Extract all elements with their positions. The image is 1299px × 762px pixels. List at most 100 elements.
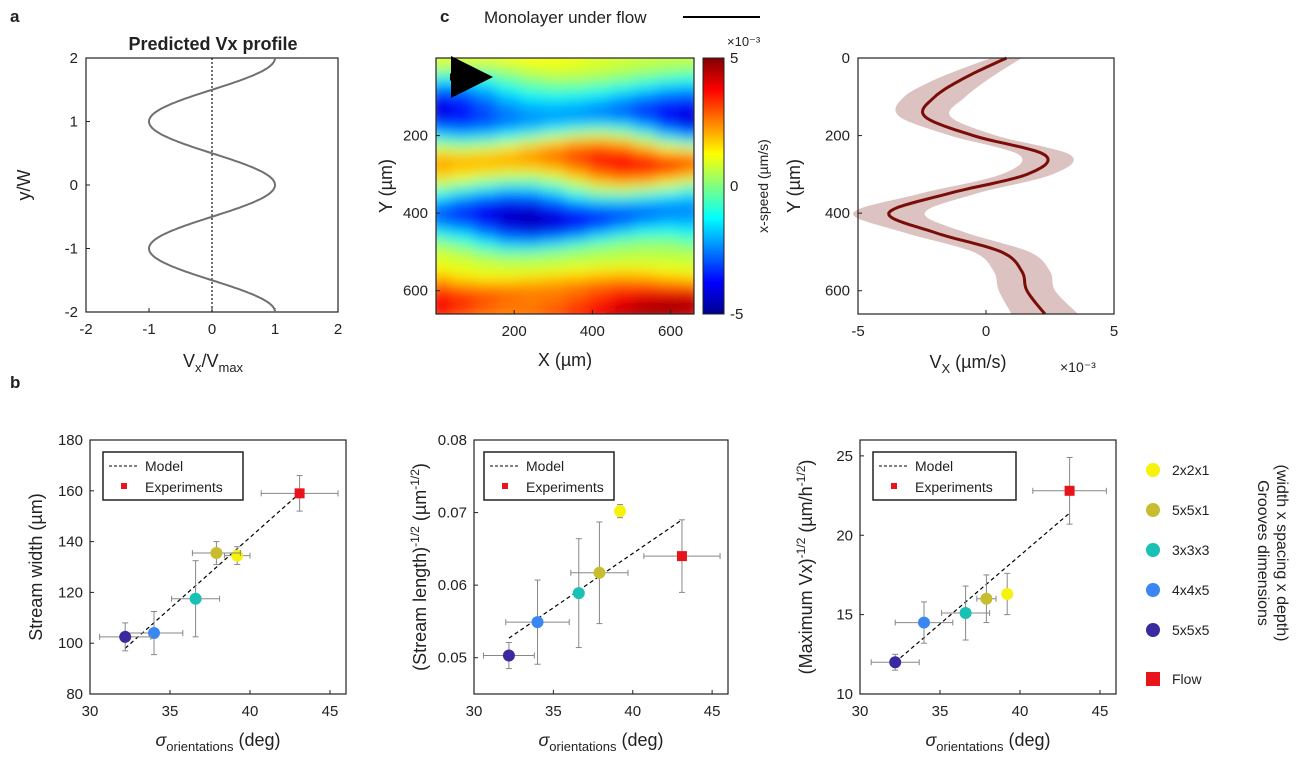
heatmap-cell bbox=[436, 111, 452, 120]
heatmap-cell bbox=[565, 111, 589, 120]
heatmap-cell bbox=[436, 152, 452, 160]
heatmap-cell bbox=[633, 90, 658, 99]
legend-label-3x3x3: 3x3x3 bbox=[1172, 542, 1210, 558]
heatmap-cell bbox=[679, 77, 694, 86]
heatmap-cell bbox=[473, 213, 498, 221]
heatmap-cell bbox=[587, 213, 612, 221]
heatmap-cell bbox=[656, 199, 681, 208]
heatmap-cell bbox=[436, 294, 452, 303]
legend-experiments-swatch bbox=[891, 483, 897, 489]
heatmap-cell bbox=[450, 84, 475, 92]
chart-a-xtick-label: 1 bbox=[271, 321, 279, 338]
data-point-4x4x5 bbox=[918, 616, 930, 629]
heatmap-cell bbox=[610, 281, 635, 289]
grooves-legend-title-1: Grooves dimensions bbox=[1254, 480, 1271, 626]
heatmap-cell bbox=[610, 84, 635, 92]
heatmap-cell bbox=[542, 199, 566, 208]
heatmap-ytick-label: 600 bbox=[403, 283, 428, 300]
heatmap-cell bbox=[565, 138, 589, 147]
heatmap-cell bbox=[633, 77, 658, 86]
heatmap-cell bbox=[496, 58, 521, 65]
heatmap-cell bbox=[656, 287, 681, 296]
heatmap-cell bbox=[610, 233, 635, 242]
heatmap-cell bbox=[656, 63, 681, 72]
heatmap-cell bbox=[542, 226, 566, 235]
heatmap-cell bbox=[450, 58, 475, 59]
heatmap-cell bbox=[450, 192, 475, 201]
heatmap-cell bbox=[565, 253, 589, 262]
heatmap-cell bbox=[519, 287, 544, 296]
heatmap-cell bbox=[473, 77, 498, 86]
profile-ytick-label: 200 bbox=[825, 128, 850, 145]
heatmap-cell bbox=[587, 294, 612, 303]
heatmap-cell bbox=[450, 253, 475, 262]
legend-experiments-label: Experiments bbox=[915, 479, 993, 495]
heatmap-cell bbox=[542, 131, 566, 140]
scatter-plot-area bbox=[473, 439, 729, 695]
heatmap-cell bbox=[436, 240, 452, 249]
heatmap-cell bbox=[679, 247, 694, 255]
heatmap-cell bbox=[473, 274, 498, 283]
heatmap-cell bbox=[633, 186, 658, 194]
heatmap-cell bbox=[542, 63, 566, 72]
heatmap-cell bbox=[587, 179, 612, 187]
heatmap-cell bbox=[610, 240, 635, 249]
legend-label-5x5x5: 5x5x5 bbox=[1172, 622, 1210, 638]
heatmap-cell bbox=[496, 233, 521, 242]
chart-a-ylabel: y/W bbox=[14, 169, 34, 200]
heatmap-cell bbox=[565, 308, 589, 314]
scatter-xtick-label: 30 bbox=[852, 703, 869, 720]
heatmap-cell bbox=[450, 111, 475, 120]
heatmap-cell bbox=[519, 63, 544, 72]
data-point-flow bbox=[294, 488, 305, 499]
heatmap-cell bbox=[565, 165, 589, 174]
heatmap-cell bbox=[565, 158, 589, 167]
heatmap-cell bbox=[450, 118, 475, 126]
heatmap-cell bbox=[473, 281, 498, 289]
heatmap-cell bbox=[542, 145, 566, 154]
heatmap-cell bbox=[633, 247, 658, 255]
heatmap-ytick-label: 400 bbox=[403, 205, 428, 222]
heatmap-cell bbox=[610, 274, 635, 283]
heatmap-cell bbox=[679, 138, 694, 147]
heatmap-cell bbox=[633, 118, 658, 126]
scatter-legend-box bbox=[483, 451, 615, 501]
heatmap-cell bbox=[519, 199, 544, 208]
heatmap-cell bbox=[496, 179, 521, 187]
heatmap-cell bbox=[565, 287, 589, 296]
data-point-4x4x5 bbox=[531, 616, 544, 629]
heatmap-cell bbox=[565, 179, 589, 187]
heatmap-cell bbox=[610, 90, 635, 99]
heatmap-cell bbox=[656, 206, 681, 215]
heatmap-cell bbox=[519, 70, 544, 79]
heatmap-cell bbox=[519, 179, 544, 187]
heatmap-cell bbox=[610, 213, 635, 221]
heatmap-cell bbox=[473, 138, 498, 147]
legend-label-5x5x1: 5x5x1 bbox=[1172, 502, 1210, 518]
heatmap-cell bbox=[565, 186, 589, 194]
heatmap-cell bbox=[473, 172, 498, 181]
heatmap-cell bbox=[633, 192, 658, 201]
scatter-plot-area bbox=[859, 439, 1117, 695]
heatmap-cell bbox=[679, 90, 694, 99]
heatmap-cell bbox=[496, 131, 521, 140]
colorbar bbox=[702, 57, 725, 315]
panel-letter-a: a bbox=[10, 7, 20, 26]
heatmap-cell bbox=[450, 97, 475, 106]
heatmap-cell bbox=[656, 84, 681, 92]
heatmap-cell bbox=[542, 111, 566, 120]
heatmap-cell bbox=[473, 158, 498, 167]
heatmap-cell bbox=[633, 281, 658, 289]
heatmap-cell bbox=[679, 58, 694, 65]
heatmap-cell bbox=[610, 131, 635, 140]
heatmap-cell bbox=[565, 192, 589, 201]
heatmap-cell bbox=[565, 104, 589, 113]
heatmap-cell bbox=[587, 111, 612, 120]
heatmap-cell bbox=[565, 172, 589, 181]
heatmap-cell bbox=[587, 240, 612, 249]
heatmap-cell bbox=[633, 84, 658, 92]
heatmap-cell bbox=[565, 70, 589, 79]
scatter-ytick-label: 0.05 bbox=[438, 650, 467, 667]
colorbar-tick-label: -5 bbox=[730, 306, 743, 323]
scatter-xlabel: σorientations (deg) bbox=[155, 730, 280, 754]
